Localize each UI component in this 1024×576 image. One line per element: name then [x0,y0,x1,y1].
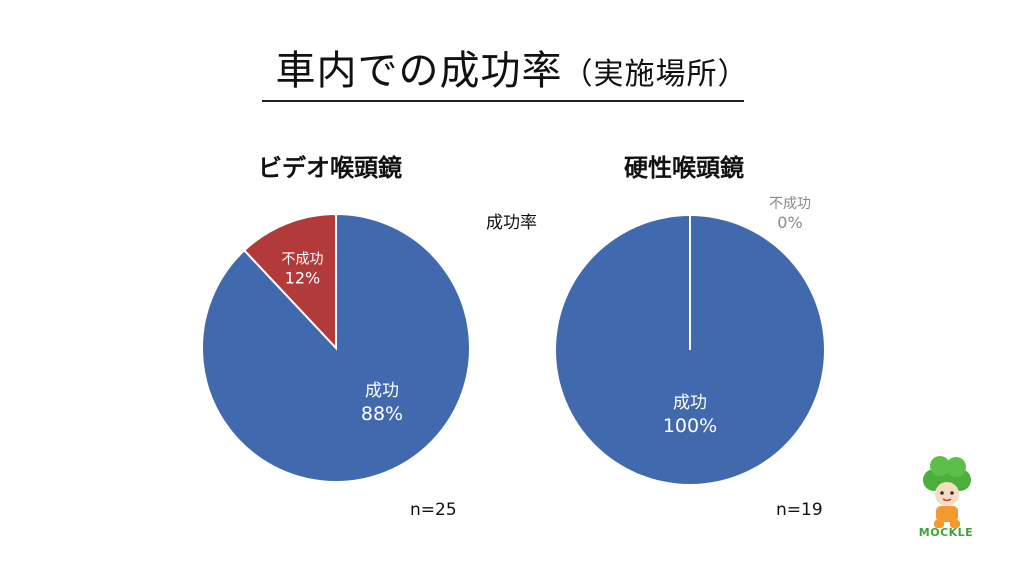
title-underline [262,100,744,102]
pie-slice-value-label: 12% [285,268,321,287]
slide-title-sub: （実施場所） [562,57,749,92]
pie-slice-value-label: 88% [361,403,403,425]
pie-slice-label: 成功 [365,381,399,401]
n-label-rigid: n=19 [776,500,823,520]
pie-slice-label: 不成功 [281,251,323,267]
chart-title-rigid-laryngoscope: 硬性喉頭鏡 [624,154,744,182]
mascot-logo-text: MOCKLE [918,526,974,539]
slide-title: 車内での成功率（実施場所） [0,46,1024,100]
n-label-video: n=25 [410,500,457,520]
chart-title-video-laryngoscope: ビデオ喉頭鏡 [258,154,402,182]
mascot-logo-icon [923,456,971,528]
pie-slice-value-label: 100% [663,415,717,437]
slide-title-main: 車内での成功率 [275,48,563,94]
pie-slice-label: 成功 [673,393,707,413]
pie-slice-failure [242,212,337,351]
pie-slice-label: 不成功 [769,196,811,212]
pie-slice-value-label: 0% [777,213,802,232]
legend-label: 成功率 [486,213,537,233]
